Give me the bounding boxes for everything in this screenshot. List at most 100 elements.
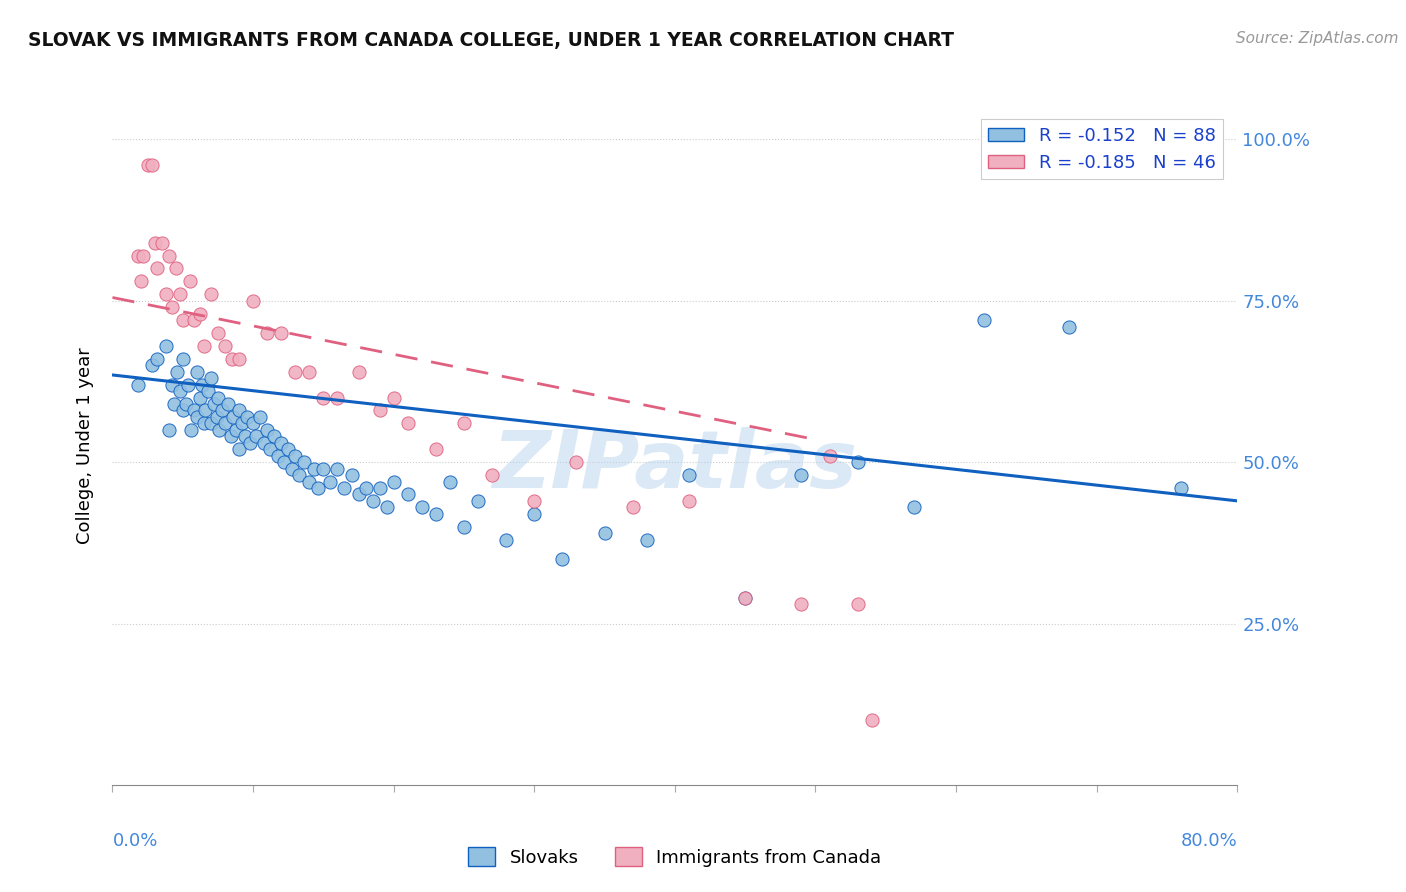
Point xyxy=(678,494,700,508)
Point xyxy=(208,423,231,437)
Point xyxy=(233,429,256,443)
Point xyxy=(621,500,644,515)
Point xyxy=(259,442,281,457)
Point xyxy=(790,597,813,611)
Point xyxy=(312,391,335,405)
Point xyxy=(174,397,197,411)
Point xyxy=(228,403,250,417)
Point xyxy=(1057,319,1080,334)
Point xyxy=(368,403,391,417)
Text: Source: ZipAtlas.com: Source: ZipAtlas.com xyxy=(1236,31,1399,46)
Point xyxy=(790,468,813,483)
Point xyxy=(194,403,217,417)
Point xyxy=(973,313,995,327)
Point xyxy=(453,417,475,431)
Point xyxy=(183,313,205,327)
Point xyxy=(143,235,166,250)
Point xyxy=(169,287,191,301)
Point xyxy=(347,365,370,379)
Point xyxy=(188,391,211,405)
Point xyxy=(193,339,215,353)
Point xyxy=(326,461,349,475)
Point xyxy=(136,158,159,172)
Point xyxy=(256,423,278,437)
Point xyxy=(155,339,177,353)
Point xyxy=(127,248,149,262)
Point xyxy=(214,339,236,353)
Point xyxy=(217,397,239,411)
Text: 0.0%: 0.0% xyxy=(112,832,157,850)
Point xyxy=(239,435,262,450)
Legend: R = -0.152   N = 88, R = -0.185   N = 46: R = -0.152 N = 88, R = -0.185 N = 46 xyxy=(981,120,1223,179)
Point xyxy=(242,293,264,308)
Point xyxy=(375,500,398,515)
Point xyxy=(249,409,271,424)
Point xyxy=(166,365,188,379)
Point xyxy=(270,435,292,450)
Point xyxy=(551,552,574,566)
Text: ZIPatlas: ZIPatlas xyxy=(492,427,858,506)
Point xyxy=(361,494,384,508)
Point xyxy=(326,391,349,405)
Point xyxy=(734,591,756,605)
Point xyxy=(207,391,229,405)
Point xyxy=(186,365,208,379)
Point xyxy=(281,461,304,475)
Point xyxy=(141,158,163,172)
Point xyxy=(256,326,278,340)
Point xyxy=(160,300,183,314)
Point xyxy=(860,714,883,728)
Point xyxy=(846,455,869,469)
Point xyxy=(340,468,363,483)
Point xyxy=(132,248,155,262)
Point xyxy=(146,351,169,366)
Point xyxy=(177,377,200,392)
Point xyxy=(288,468,311,483)
Point xyxy=(200,287,222,301)
Point xyxy=(439,475,461,489)
Point xyxy=(157,423,180,437)
Point xyxy=(172,351,194,366)
Point xyxy=(267,449,290,463)
Point xyxy=(179,274,201,288)
Point xyxy=(565,455,588,469)
Point xyxy=(396,417,419,431)
Point xyxy=(193,417,215,431)
Point xyxy=(165,261,187,276)
Point xyxy=(467,494,489,508)
Point xyxy=(219,429,242,443)
Point xyxy=(1170,481,1192,495)
Point xyxy=(396,487,419,501)
Point xyxy=(302,461,325,475)
Point xyxy=(354,481,377,495)
Point xyxy=(188,307,211,321)
Point xyxy=(481,468,503,483)
Point xyxy=(225,423,247,437)
Point xyxy=(425,442,447,457)
Point xyxy=(211,403,233,417)
Point xyxy=(636,533,658,547)
Point xyxy=(160,377,183,392)
Point xyxy=(157,248,180,262)
Point xyxy=(163,397,186,411)
Point xyxy=(197,384,219,398)
Point xyxy=(200,417,222,431)
Point xyxy=(214,417,236,431)
Point xyxy=(228,351,250,366)
Point xyxy=(382,475,405,489)
Point xyxy=(242,417,264,431)
Point xyxy=(127,377,149,392)
Point xyxy=(129,274,152,288)
Point xyxy=(453,519,475,533)
Point xyxy=(284,365,307,379)
Point xyxy=(319,475,342,489)
Point xyxy=(222,409,245,424)
Point xyxy=(298,475,321,489)
Point xyxy=(207,326,229,340)
Point xyxy=(284,449,307,463)
Point xyxy=(425,507,447,521)
Point xyxy=(146,261,169,276)
Point xyxy=(298,365,321,379)
Point xyxy=(150,235,173,250)
Point xyxy=(180,423,202,437)
